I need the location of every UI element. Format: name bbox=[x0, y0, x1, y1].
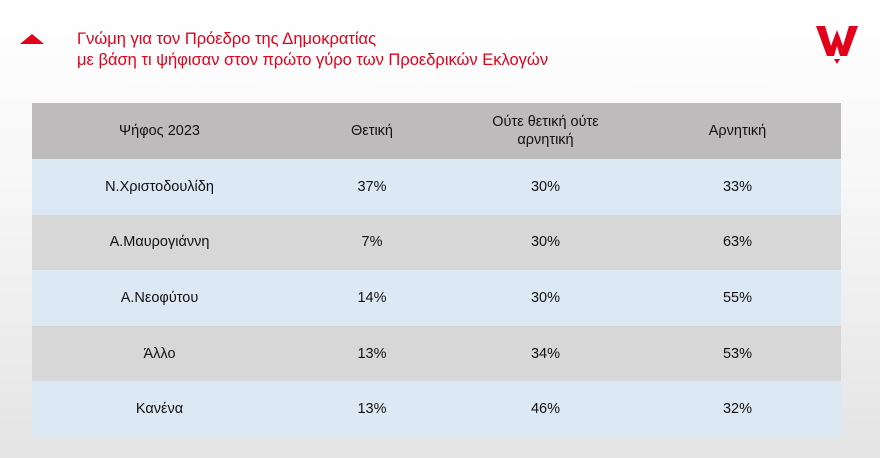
header-vote-2023: Ψήφος 2023 bbox=[119, 123, 200, 139]
row-label: Άλλο bbox=[143, 345, 176, 362]
header-neutral: Ούτε θετική ούτε αρνητική bbox=[492, 114, 599, 148]
positive-value: 7% bbox=[361, 234, 383, 251]
table-header-row: Ψήφος 2023 Θετική Ούτε θετική ούτε αρνητ… bbox=[32, 103, 841, 159]
negative-value: 33% bbox=[722, 178, 753, 195]
row-label: Α.Μαυρογιάννη bbox=[109, 234, 210, 251]
neutral-value: 30% bbox=[530, 289, 561, 306]
negative-value: 53% bbox=[722, 345, 753, 362]
table-row: Κανένα 13% 46% 32% bbox=[32, 381, 841, 437]
header-negative: Αρνητική bbox=[708, 123, 767, 139]
neutral-value: 46% bbox=[530, 401, 561, 418]
results-table: Ψήφος 2023 Θετική Ούτε θετική ούτε αρνητ… bbox=[32, 103, 841, 437]
table-row: Α.Μαυρογιάννη 7% 30% 63% bbox=[32, 214, 841, 271]
table-row: Α.Νεοφύτου 14% 30% 55% bbox=[32, 270, 841, 326]
neutral-value: 30% bbox=[530, 178, 561, 195]
title-line-2: με βάση τι ψήφισαν στον πρώτο γύρο των Π… bbox=[77, 51, 549, 69]
positive-value: 14% bbox=[357, 289, 387, 306]
title-line-1: Γνώμη για τον Πρόεδρο της Δημοκρατίας bbox=[77, 30, 377, 48]
neutral-value: 30% bbox=[530, 234, 561, 251]
negative-value: 32% bbox=[722, 401, 753, 418]
positive-value: 13% bbox=[357, 401, 387, 418]
table-row: Ν.Χριστοδουλίδη 37% 30% 33% bbox=[32, 159, 841, 215]
positive-value: 13% bbox=[357, 345, 387, 362]
page-title: Γνώμη για τον Πρόεδρο της Δημοκρατίας με… bbox=[77, 29, 548, 71]
table-row: Άλλο 13% 34% 53% bbox=[32, 325, 841, 382]
row-label: Ν.Χριστοδουλίδη bbox=[105, 178, 214, 195]
header-positive: Θετική bbox=[350, 123, 393, 139]
negative-value: 63% bbox=[722, 234, 753, 251]
row-label: Κανένα bbox=[135, 401, 184, 418]
positive-value: 37% bbox=[357, 178, 387, 195]
triangle-icon bbox=[20, 34, 44, 44]
w-logo-icon bbox=[816, 26, 858, 64]
neutral-value: 34% bbox=[530, 345, 561, 362]
row-label: Α.Νεοφύτου bbox=[120, 289, 199, 306]
negative-value: 55% bbox=[722, 289, 753, 306]
